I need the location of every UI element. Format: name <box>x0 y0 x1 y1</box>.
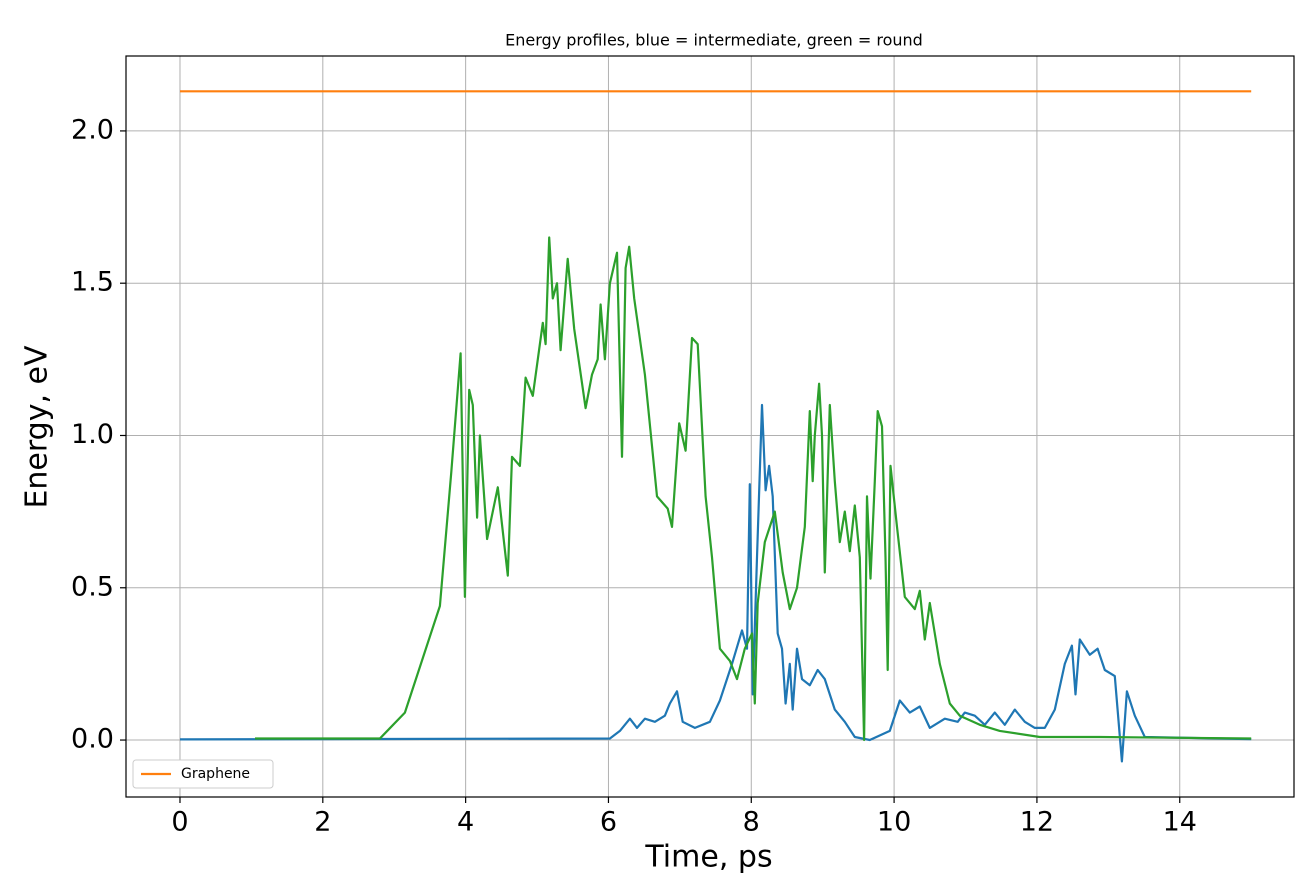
x-tick-label: 10 <box>877 807 911 838</box>
x-tick-label: 2 <box>314 807 331 838</box>
plot-frame <box>125 55 1295 798</box>
legend: Graphene <box>132 759 274 789</box>
y-tick-label: 1.5 <box>71 267 114 298</box>
chart-title: Energy profiles, blue = intermediate, gr… <box>505 31 923 50</box>
line-series <box>255 236 1252 742</box>
y-axis-label: Energy, eV <box>20 345 55 509</box>
y-tick-label: 1.0 <box>71 419 114 450</box>
y-tick-label: 0.0 <box>71 724 114 755</box>
x-axis-label: Time, ps <box>644 840 772 875</box>
x-tick-label: 0 <box>171 807 188 838</box>
x-tick-label: 4 <box>457 807 474 838</box>
x-tick-label: 8 <box>743 807 760 838</box>
legend-label: Graphene <box>181 766 250 782</box>
x-tick-label: 14 <box>1163 807 1197 838</box>
y-tick-label: 0.5 <box>71 571 114 602</box>
line-series <box>179 403 1252 763</box>
legend-box <box>132 759 274 789</box>
x-tick-label: 12 <box>1020 807 1054 838</box>
x-tick-label: 6 <box>600 807 617 838</box>
y-tick-label: 2.0 <box>71 114 114 145</box>
